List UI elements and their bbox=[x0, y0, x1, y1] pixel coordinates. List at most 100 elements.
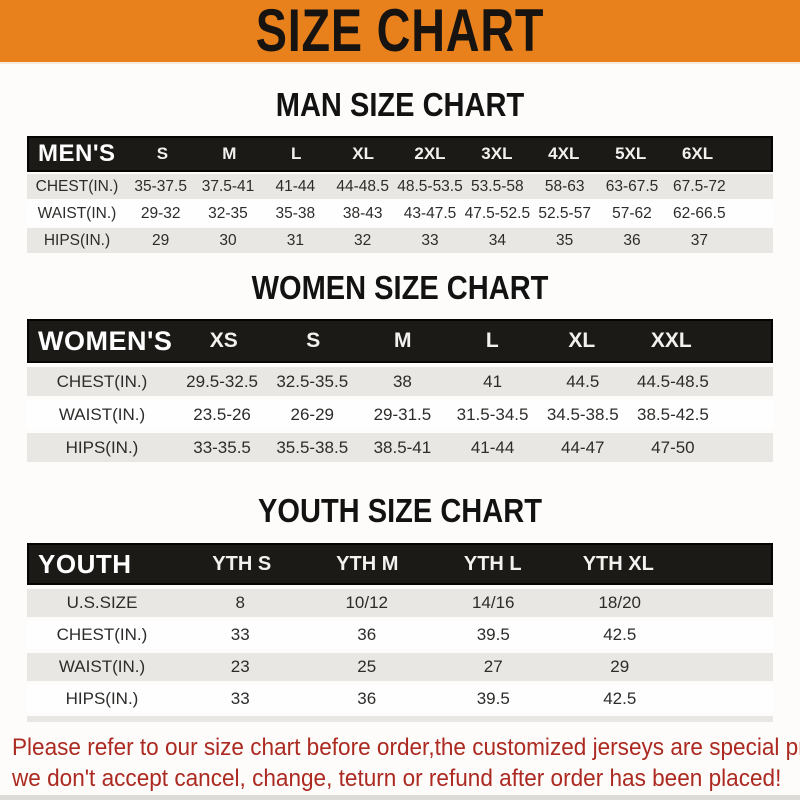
table-cell: 37 bbox=[690, 231, 708, 249]
table-corner-label: MEN'S bbox=[38, 140, 116, 167]
table-cell: 35.5-38.5 bbox=[276, 437, 349, 457]
size-chart-banner: SIZE CHART bbox=[0, 0, 800, 64]
table-cell: 23.5-26 bbox=[193, 404, 251, 424]
column-header: YTH L bbox=[463, 552, 522, 575]
table-row: U.S.SIZE 8 10/12 14/16 18/20 bbox=[27, 589, 773, 617]
youth-table-foot-strip bbox=[27, 716, 773, 722]
table-cell: 37.5-41 bbox=[201, 177, 255, 195]
column-header: S bbox=[306, 329, 321, 352]
column-header: YTH S bbox=[212, 552, 272, 575]
table-row: WAIST(IN.) 29-32 32-35 35-38 38-43 43-47.5 47.… bbox=[27, 201, 773, 226]
row-label: CHEST(IN.) bbox=[35, 177, 119, 195]
table-cell: 32.5-35.5 bbox=[276, 371, 349, 391]
table-cell: 42.5 bbox=[603, 625, 637, 644]
table-cell: 29-32 bbox=[140, 204, 181, 222]
disclaimer-note: Please refer to our size chart before or… bbox=[12, 732, 800, 794]
table-cell: 47-50 bbox=[651, 437, 695, 457]
youth-section-title: YOUTH SIZE CHART bbox=[258, 492, 542, 529]
table-row: CHEST(IN.) 33 36 39.5 42.5 bbox=[27, 621, 773, 649]
table-cell: 34.5-38.5 bbox=[546, 404, 619, 424]
disclaimer-line-2: we don't accept cancel, change, teturn o… bbox=[12, 765, 782, 792]
column-header: S bbox=[156, 144, 169, 163]
youth-table-header-bar: YOUTH YTH S YTH M YTH L YTH XL bbox=[27, 543, 773, 585]
table-cell: 36 bbox=[357, 689, 377, 708]
table-cell: 38.5-41 bbox=[373, 437, 432, 457]
table-cell: 42.5 bbox=[603, 689, 637, 708]
table-cell: 38 bbox=[392, 371, 412, 391]
table-cell: 35 bbox=[556, 231, 574, 249]
column-header: YTH XL bbox=[582, 552, 654, 575]
table-row: HIPS(IN.) 33 36 39.5 42.5 bbox=[27, 685, 773, 713]
column-header: XL bbox=[352, 144, 374, 163]
table-cell: 27 bbox=[483, 657, 503, 676]
women-section-title: WOMEN SIZE CHART bbox=[251, 269, 549, 306]
banner-title: SIZE CHART bbox=[255, 0, 545, 64]
table-cell: 29.5-32.5 bbox=[186, 371, 258, 391]
table-cell: 41-44 bbox=[470, 437, 515, 457]
table-cell: 32-35 bbox=[208, 204, 248, 222]
column-header: 4XL bbox=[548, 144, 580, 163]
table-cell: 33 bbox=[230, 625, 250, 644]
table-cell: 31.5-34.5 bbox=[456, 404, 529, 424]
table-row: CHEST(IN.) 35-37.5 37.5-41 41-44 44-48.5 48.5… bbox=[27, 174, 773, 199]
row-label: WAIST(IN.) bbox=[37, 204, 117, 222]
table-row: WAIST(IN.) 23.5-26 26-29 29-31.5 31.5-34.5 34… bbox=[27, 400, 773, 429]
table-corner-label: WOMEN'S bbox=[38, 325, 173, 356]
table-cell: 25 bbox=[357, 657, 377, 676]
table-cell: 41 bbox=[483, 371, 503, 391]
table-cell: 44-47 bbox=[561, 437, 605, 457]
row-label: HIPS(IN.) bbox=[43, 231, 111, 249]
row-label: CHEST(IN.) bbox=[56, 625, 148, 644]
bottom-edge-strip bbox=[0, 795, 800, 800]
table-cell: 18/20 bbox=[598, 593, 642, 612]
table-cell: 8 bbox=[235, 593, 245, 612]
table-cell: 52.5-57 bbox=[538, 204, 591, 222]
column-header: M bbox=[222, 144, 237, 163]
table-cell: 29 bbox=[152, 231, 170, 249]
women-size-table: WOMEN'S XS S M L XL XXL CHEST(IN.) 29.5-32.5 32.… bbox=[27, 319, 773, 462]
row-label: CHEST(IN.) bbox=[56, 371, 148, 391]
table-cell: 62-66.5 bbox=[673, 204, 726, 222]
table-cell: 48.5-53.5 bbox=[397, 177, 463, 195]
table-cell: 33 bbox=[230, 689, 250, 708]
table-cell: 58-63 bbox=[544, 177, 585, 195]
table-cell: 47.5-52.5 bbox=[464, 204, 531, 222]
table-cell: 63-67.5 bbox=[605, 177, 659, 195]
table-cell: 67.5-72 bbox=[673, 177, 726, 195]
table-cell: 39.5 bbox=[476, 625, 510, 644]
table-cell: 26-29 bbox=[290, 404, 334, 424]
row-label: HIPS(IN.) bbox=[65, 437, 139, 457]
table-cell: 14/16 bbox=[471, 593, 515, 612]
table-cell: 57-62 bbox=[612, 204, 652, 222]
column-header: 6XL bbox=[681, 144, 714, 163]
men-size-table: MEN'S S M L XL 2XL 3XL 4XL 5XL 6XL CHEST(IN.) 35-3… bbox=[27, 136, 773, 253]
table-cell: 44-48.5 bbox=[336, 177, 389, 195]
youth-size-table: YOUTH YTH S YTH M YTH L YTH XL U.S.SIZE 8 10/1… bbox=[27, 543, 773, 713]
table-cell: 31 bbox=[286, 231, 304, 249]
men-table-header-bar: MEN'S S M L XL 2XL 3XL 4XL 5XL 6XL bbox=[27, 136, 773, 172]
table-cell: 38.5-42.5 bbox=[636, 404, 709, 424]
column-header: YTH M bbox=[336, 552, 399, 575]
men-section-title: MAN SIZE CHART bbox=[275, 86, 525, 123]
column-header: 2XL bbox=[414, 144, 446, 163]
table-cell: 44.5 bbox=[566, 371, 600, 391]
table-cell: 39.5 bbox=[476, 689, 510, 708]
table-row: HIPS(IN.) 29 30 31 32 33 34 35 36 37 bbox=[27, 228, 773, 253]
table-cell: 33-35.5 bbox=[193, 437, 251, 457]
table-cell: 36 bbox=[357, 625, 377, 644]
column-header: 5XL bbox=[615, 144, 647, 163]
table-cell: 36 bbox=[623, 231, 641, 249]
column-header: XS bbox=[209, 329, 238, 352]
table-cell: 44.5-48.5 bbox=[636, 371, 709, 391]
table-cell: 41-44 bbox=[275, 177, 316, 195]
row-label: HIPS(IN.) bbox=[65, 689, 139, 708]
table-cell: 29 bbox=[610, 657, 630, 676]
table-row: CHEST(IN.) 29.5-32.5 32.5-35.5 38 41 44.5 44.5… bbox=[27, 367, 773, 396]
table-cell: 23 bbox=[230, 657, 250, 676]
women-table-header-bar: WOMEN'S XS S M L XL XXL bbox=[27, 319, 773, 363]
table-corner-label: YOUTH bbox=[38, 548, 132, 579]
table-cell: 34 bbox=[488, 231, 506, 249]
column-header: XXL bbox=[650, 329, 692, 352]
table-cell: 35-37.5 bbox=[134, 177, 187, 195]
